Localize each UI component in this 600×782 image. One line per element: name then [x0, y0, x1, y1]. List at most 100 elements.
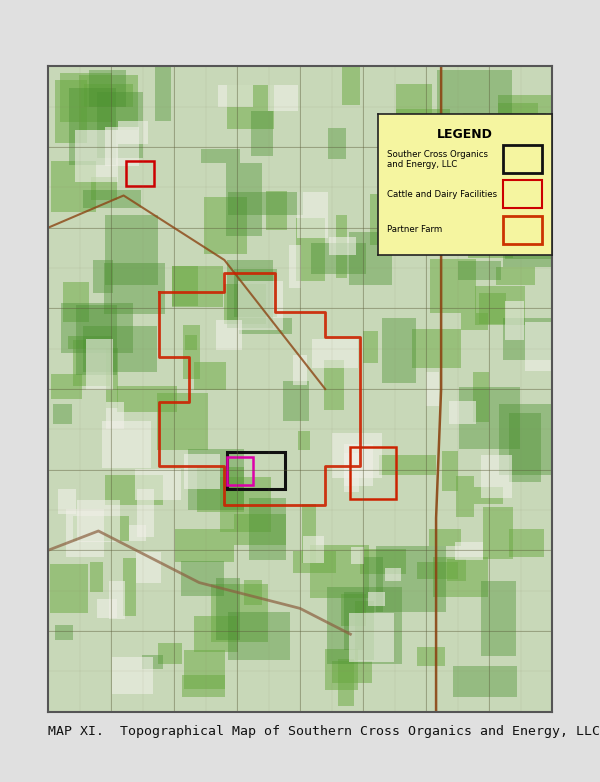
Bar [429, 529, 461, 546]
Bar [368, 591, 385, 606]
Bar [184, 454, 220, 489]
Bar [446, 559, 466, 582]
Bar [53, 404, 72, 425]
Bar [395, 109, 451, 162]
Bar [89, 70, 127, 107]
Bar [220, 477, 271, 532]
Bar [493, 159, 535, 217]
Bar [227, 457, 253, 485]
Bar [137, 490, 154, 537]
Bar [188, 449, 244, 510]
Bar [455, 475, 474, 518]
Bar [93, 260, 113, 293]
Bar [496, 267, 535, 285]
Bar [197, 467, 244, 512]
Bar [101, 421, 151, 468]
Bar [65, 509, 104, 557]
Bar [468, 209, 513, 257]
Bar [126, 161, 154, 186]
Bar [370, 195, 392, 245]
Bar [473, 372, 489, 422]
Bar [351, 547, 364, 565]
Bar [503, 181, 542, 209]
Bar [211, 584, 268, 642]
Bar [109, 581, 125, 619]
Text: MAP XI.  Topographical Map of Southern Cross Organics and Energy, LLC and its Pa: MAP XI. Topographical Map of Southern Cr… [48, 725, 600, 737]
Bar [50, 161, 97, 212]
Bar [106, 348, 118, 408]
Bar [106, 402, 124, 429]
Bar [332, 432, 382, 478]
Bar [442, 451, 458, 491]
Bar [175, 529, 234, 562]
Bar [218, 85, 253, 107]
Bar [118, 121, 148, 144]
Bar [341, 594, 366, 626]
Bar [499, 404, 572, 475]
Bar [86, 339, 113, 390]
Bar [55, 625, 73, 640]
Bar [55, 80, 87, 142]
Bar [459, 387, 520, 449]
Bar [136, 551, 161, 583]
Bar [360, 549, 406, 574]
Bar [52, 375, 82, 399]
Bar [228, 192, 303, 215]
Bar [182, 325, 200, 379]
Bar [68, 88, 116, 166]
Bar [407, 178, 482, 217]
Bar [227, 85, 274, 129]
Bar [61, 303, 133, 353]
Bar [481, 455, 512, 498]
Bar [350, 447, 396, 499]
Bar [194, 362, 226, 390]
Bar [349, 231, 392, 285]
Bar [498, 102, 538, 163]
Bar [503, 113, 546, 166]
Bar [479, 292, 506, 324]
Bar [157, 393, 208, 450]
Bar [363, 332, 377, 364]
Bar [75, 130, 118, 181]
Bar [73, 515, 128, 541]
Bar [505, 207, 554, 260]
Bar [79, 75, 138, 130]
Bar [234, 269, 277, 317]
Bar [328, 587, 401, 664]
Bar [417, 647, 445, 666]
Bar [58, 489, 76, 515]
Bar [239, 318, 292, 334]
Bar [332, 662, 373, 683]
Bar [437, 70, 512, 131]
Text: Cattle and Dairy Facilities: Cattle and Dairy Facilities [387, 190, 497, 199]
Bar [228, 612, 290, 661]
Bar [416, 562, 458, 579]
Bar [266, 191, 287, 231]
Bar [452, 666, 517, 698]
Bar [344, 454, 359, 492]
Bar [328, 128, 346, 160]
Bar [395, 84, 432, 113]
Bar [289, 245, 301, 289]
Bar [185, 335, 197, 350]
Bar [227, 452, 285, 489]
Bar [310, 545, 369, 598]
Bar [142, 655, 163, 669]
Bar [106, 475, 163, 504]
Bar [251, 112, 273, 156]
Bar [244, 579, 262, 605]
Bar [227, 260, 273, 328]
Bar [216, 320, 242, 350]
Bar [77, 500, 120, 542]
Bar [182, 675, 225, 697]
Bar [329, 237, 356, 255]
Bar [379, 454, 436, 475]
Bar [283, 381, 309, 421]
Bar [83, 84, 133, 107]
Bar [249, 498, 286, 560]
Bar [216, 578, 240, 640]
Bar [449, 401, 476, 425]
Bar [112, 657, 152, 694]
Bar [129, 525, 146, 541]
Bar [91, 561, 103, 591]
